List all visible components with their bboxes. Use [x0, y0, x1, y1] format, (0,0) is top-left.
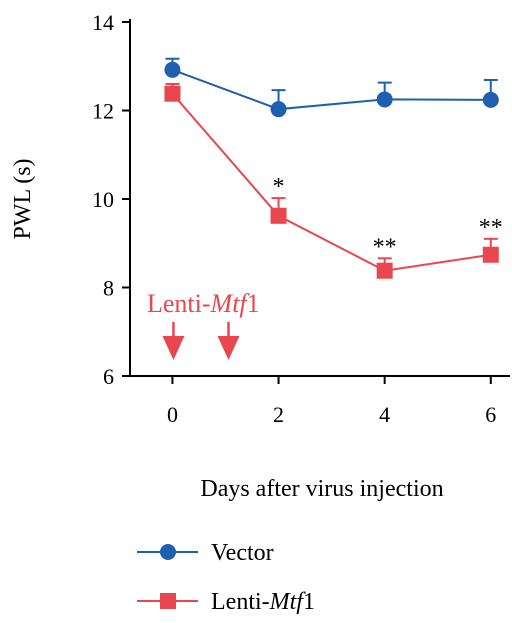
data-point — [482, 91, 499, 108]
significance-label: * — [273, 174, 285, 200]
y-tick-label: 8 — [103, 276, 114, 301]
series-1: ***** — [164, 82, 503, 279]
legend-label: Vector — [211, 540, 274, 566]
x-tick-label: 4 — [379, 402, 390, 427]
series-layer: ***** — [164, 57, 503, 279]
injection-label: Lenti-Mtf1 — [147, 289, 260, 318]
legend-marker — [160, 544, 176, 560]
axes: 6 8 10 12 14 0 2 4 6 PWL (s) Days after virus inje… — [10, 10, 510, 502]
series-0 — [164, 57, 499, 118]
y-axis-label: PWL (s) — [10, 158, 36, 239]
significance-label: ** — [479, 215, 503, 241]
injection-arrow-head — [162, 336, 185, 360]
data-point — [270, 101, 287, 118]
data-point — [270, 207, 287, 224]
legend-marker — [160, 593, 176, 609]
y-tick-label: 6 — [103, 364, 114, 389]
data-point — [376, 91, 393, 108]
data-point — [376, 262, 393, 279]
legend-label: Lenti-Mtf1 — [211, 589, 315, 615]
y-tick-label: 12 — [92, 99, 114, 124]
series-line — [171, 93, 491, 272]
x-tick-label: 6 — [485, 402, 496, 427]
x-tick-label: 2 — [273, 402, 284, 427]
y-tick-label: 10 — [92, 187, 114, 212]
series-line — [172, 68, 491, 111]
y-tick-label: 14 — [92, 10, 114, 35]
x-tick-label: 0 — [167, 402, 178, 427]
x-axis-label: Days after virus injection — [200, 476, 443, 502]
data-point — [482, 246, 499, 263]
data-point — [164, 85, 181, 102]
significance-label: ** — [373, 234, 397, 260]
injection-arrow-head — [217, 336, 240, 360]
legend: Vector Lenti-Mtf1 — [137, 540, 315, 615]
annotation: Lenti-Mtf1 — [147, 289, 260, 360]
data-point — [164, 61, 181, 78]
